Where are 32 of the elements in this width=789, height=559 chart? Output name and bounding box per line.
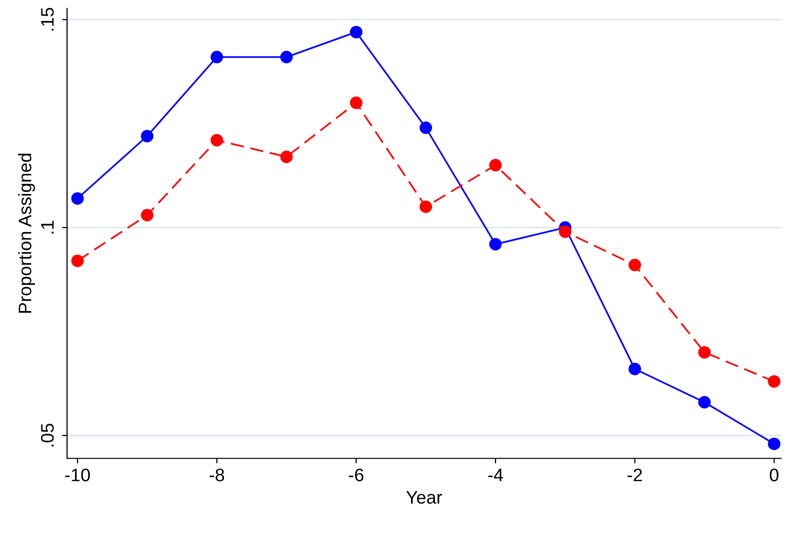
point bbox=[71, 192, 84, 205]
point bbox=[768, 438, 780, 450]
point bbox=[140, 208, 154, 222]
point bbox=[71, 254, 84, 268]
point bbox=[768, 375, 780, 388]
point bbox=[350, 96, 362, 110]
y-tick-label: .15 bbox=[41, 8, 54, 31]
x-tick-label: -2 bbox=[628, 468, 642, 482]
point bbox=[350, 26, 362, 38]
y-tick-label: .1 bbox=[41, 220, 54, 234]
x-axis-title: Year bbox=[406, 491, 442, 504]
point bbox=[420, 121, 432, 134]
point bbox=[698, 396, 711, 408]
point bbox=[210, 134, 224, 146]
point bbox=[210, 50, 224, 64]
point bbox=[140, 130, 154, 142]
y-axis-title: Proportion Assigned bbox=[18, 154, 35, 313]
y-tick-label: .05 bbox=[40, 424, 54, 446]
point bbox=[420, 200, 432, 214]
point bbox=[489, 158, 502, 172]
x-tick-label: -4 bbox=[488, 468, 503, 482]
x-tick-label: -8 bbox=[210, 468, 224, 482]
point bbox=[698, 346, 711, 359]
point bbox=[558, 225, 572, 238]
point bbox=[489, 238, 502, 250]
point bbox=[628, 258, 642, 272]
point bbox=[628, 362, 642, 376]
x-tick-label: 0 bbox=[770, 468, 778, 482]
point bbox=[280, 50, 293, 64]
x-tick-label: -10 bbox=[65, 468, 90, 482]
x-tick-label: -6 bbox=[348, 468, 364, 482]
point bbox=[280, 150, 293, 164]
